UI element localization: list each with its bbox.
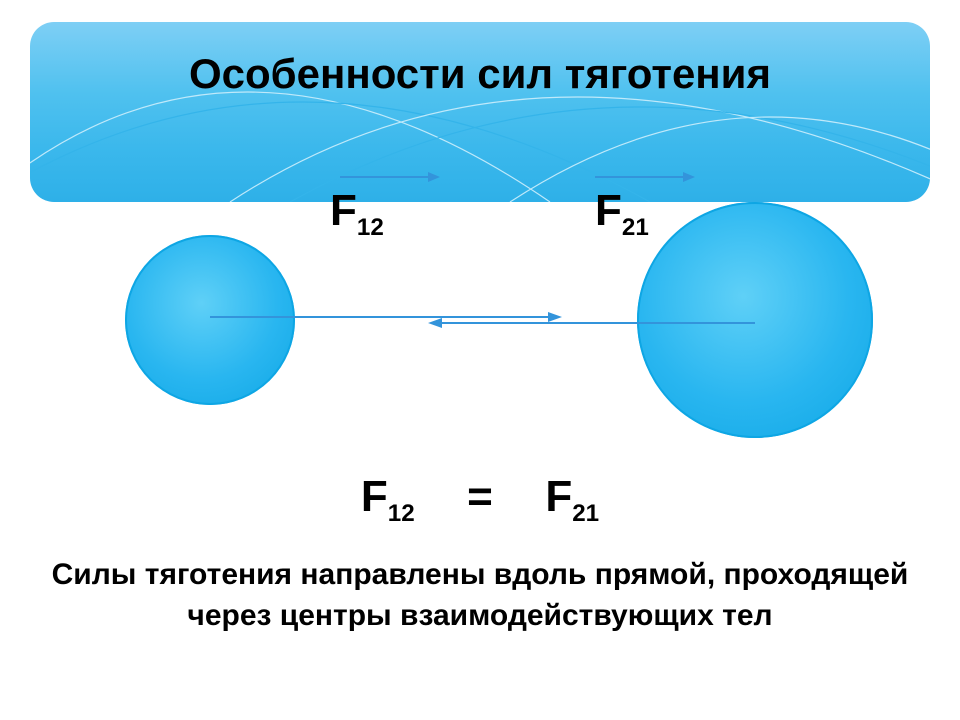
equation-eq-sign: = — [467, 472, 493, 521]
equation-lhs-sub: 12 — [388, 500, 415, 527]
equation-lhs-main: F — [361, 472, 388, 521]
vector-mark-f21 — [595, 170, 695, 184]
equation: F12 = F21 — [0, 472, 960, 528]
caption-text: Силы тяготения направлены вдоль прямой, … — [50, 555, 910, 636]
force-label-f12-main: F — [330, 186, 357, 235]
body-small-circle — [125, 235, 295, 405]
vector-mark-f12 — [340, 170, 440, 184]
force-label-f21: F21 — [595, 186, 649, 242]
force-label-f12-sub: 12 — [357, 214, 384, 241]
equation-rhs-main: F — [545, 472, 572, 521]
header-curves — [30, 22, 930, 202]
force-label-f12: F12 — [330, 186, 384, 242]
force-label-f21-sub: 21 — [622, 214, 649, 241]
equation-rhs-sub: 21 — [572, 500, 599, 527]
header-band: Особенности сил тяготения — [30, 22, 930, 202]
force-label-f21-main: F — [595, 186, 622, 235]
page-title: Особенности сил тяготения — [30, 50, 930, 98]
body-large-circle — [637, 202, 873, 438]
